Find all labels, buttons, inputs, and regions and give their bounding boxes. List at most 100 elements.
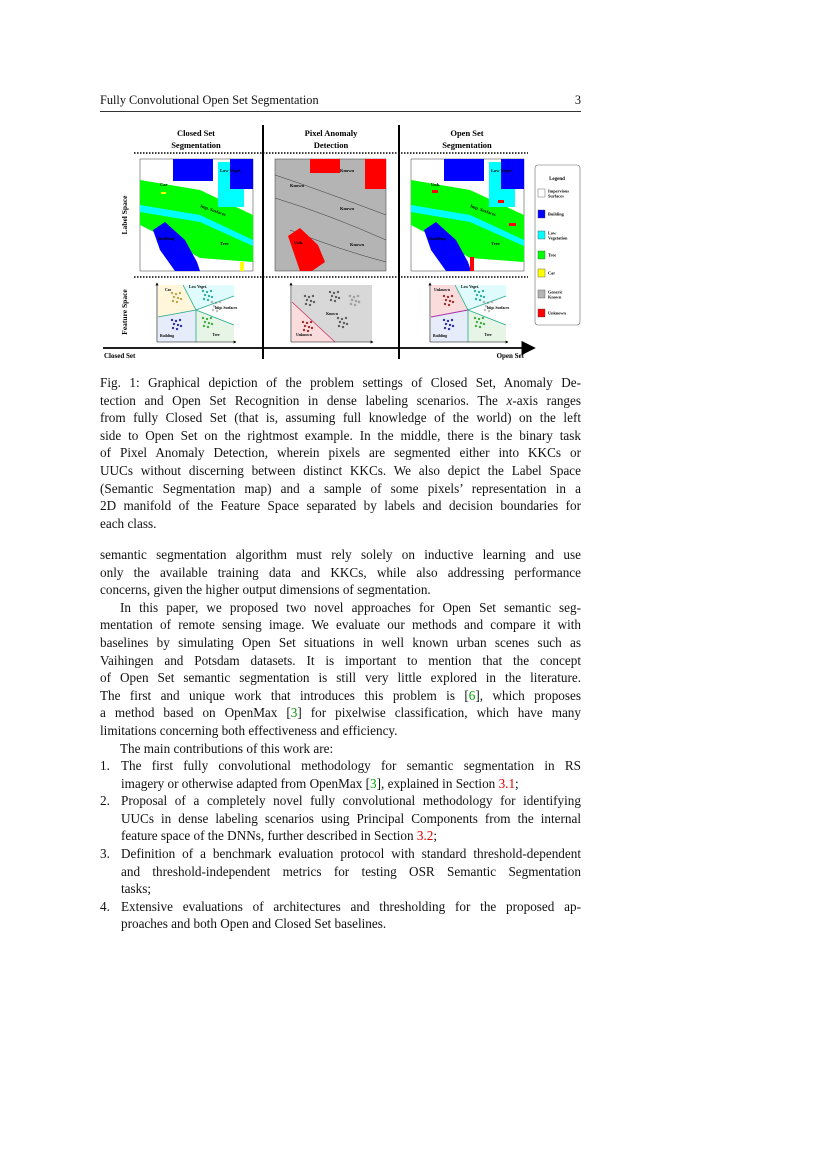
feature-point [340, 317, 344, 321]
feature-point [209, 316, 213, 320]
text-span: UUCs without discerning between distinct… [100, 462, 581, 478]
axis-left-label: Closed Set [104, 352, 136, 360]
open-feature-space: Unknown Low Veget. Imp. Surfaces Buildin… [428, 282, 510, 344]
list-number: 2. [100, 793, 110, 809]
text-line: a method based on OpenMax [3] for pixelw… [100, 704, 581, 722]
feature-point [348, 294, 352, 298]
header-rule [100, 111, 581, 112]
feature-point [311, 294, 315, 298]
list-number: 1. [100, 758, 110, 773]
feature-point [202, 324, 206, 328]
text-span: In this paper, we proposed two novel app… [120, 599, 581, 615]
feature-point [216, 305, 220, 309]
feature-point [474, 324, 478, 328]
feature-point [172, 322, 176, 326]
feature-point [482, 322, 486, 326]
text-span: ] for pixelwise classification, which ha… [297, 705, 581, 721]
feature-point [444, 298, 448, 302]
text-span: Extensive evaluations of architectures a… [121, 898, 581, 914]
feature-point [443, 302, 447, 306]
map-label: Tree [220, 241, 229, 246]
feature-point [215, 309, 219, 313]
legend-label: Building [548, 212, 565, 217]
map-label: Building [429, 236, 446, 241]
feature-point [309, 299, 313, 303]
feature-point [306, 329, 310, 333]
feature-point [353, 303, 357, 307]
feature-point [302, 328, 306, 332]
feature-point [171, 326, 175, 330]
feature-point [446, 319, 450, 323]
map-label: Car [160, 182, 168, 187]
figure-1: Closed Set Segmentation Pixel Anomaly De… [103, 125, 581, 360]
text-line: Extensive evaluations of architectures a… [121, 898, 581, 916]
legend-swatch [537, 250, 546, 260]
feature-point [305, 298, 309, 302]
reference-link[interactable]: 3 [370, 775, 377, 791]
text-span: x [506, 392, 513, 408]
text-line: UUCs in dense labeling scenarios using P… [121, 810, 581, 828]
legend-swatch [537, 268, 546, 278]
feature-label: Imp. Surfaces [487, 306, 510, 310]
text-span: baselines by simulating Open Set situati… [100, 634, 581, 650]
text-span: proaches and both Open and Closed Set ba… [121, 916, 387, 932]
feature-point [352, 295, 356, 299]
text-span: Fig. 1: Graphical depiction of the probl… [100, 375, 581, 390]
col-title: Pixel Anomaly [305, 128, 358, 138]
feature-label: Low Veget. [461, 285, 479, 289]
feature-point [209, 289, 213, 293]
feature-point [354, 299, 358, 303]
text-line: and threshold-independent metrics for te… [121, 863, 581, 881]
text-span: ], explained in Section [376, 775, 499, 791]
feature-point [330, 294, 334, 298]
feature-point [333, 299, 337, 303]
text-span: ], which proposes [475, 687, 581, 703]
reference-link[interactable]: 6 [468, 687, 476, 703]
text-span: tection and Open Set Recognition in dens… [100, 392, 507, 408]
feature-label: Tree [484, 333, 492, 337]
feature-point [447, 303, 451, 307]
body-text: semantic segmentation algorithm must rel… [100, 546, 581, 757]
feature-point [357, 300, 361, 304]
feature-point [337, 324, 341, 328]
feature-point [305, 321, 309, 325]
feature-point [210, 300, 214, 304]
text-line: concerns, given the higher output dimens… [100, 581, 581, 599]
feature-point [450, 294, 454, 298]
feature-point [328, 290, 332, 294]
feature-point [350, 298, 354, 302]
feature-label: Unknown [296, 333, 313, 337]
feature-point [450, 318, 454, 322]
feature-point [344, 316, 348, 320]
legend-label: Vegetation [548, 236, 568, 241]
feature-point [211, 308, 215, 312]
feature-point [451, 300, 455, 304]
text-line: each class. [100, 515, 581, 533]
text-line: semantic segmentation algorithm must rel… [100, 546, 581, 564]
feature-point [341, 325, 345, 329]
map-label: Low Veget. [220, 168, 241, 173]
reference-link[interactable]: 3.2 [416, 828, 434, 844]
feature-point [310, 326, 314, 330]
feature-point [443, 326, 447, 330]
legend-title: Legend [549, 177, 565, 182]
feature-point [451, 324, 455, 328]
text-span: feature space of the DNNs, further descr… [121, 828, 417, 844]
feature-point [482, 300, 486, 304]
feature-point [179, 324, 183, 328]
reference-link[interactable]: 3.1 [498, 775, 516, 791]
map-label: Known [290, 183, 305, 188]
reference-link[interactable]: 3 [290, 705, 298, 721]
text-span: -axis ranges [512, 392, 581, 408]
feature-point [205, 317, 209, 321]
feature-point [336, 290, 340, 294]
map-label: Known [350, 242, 365, 247]
feature-point [473, 289, 477, 293]
row-label: Label Space [120, 195, 129, 235]
feature-point [304, 302, 308, 306]
feature-point [174, 292, 178, 296]
feature-point [307, 295, 311, 299]
feature-label: Building [160, 334, 174, 338]
text-line: baselines by simulating Open Set situati… [100, 634, 581, 652]
